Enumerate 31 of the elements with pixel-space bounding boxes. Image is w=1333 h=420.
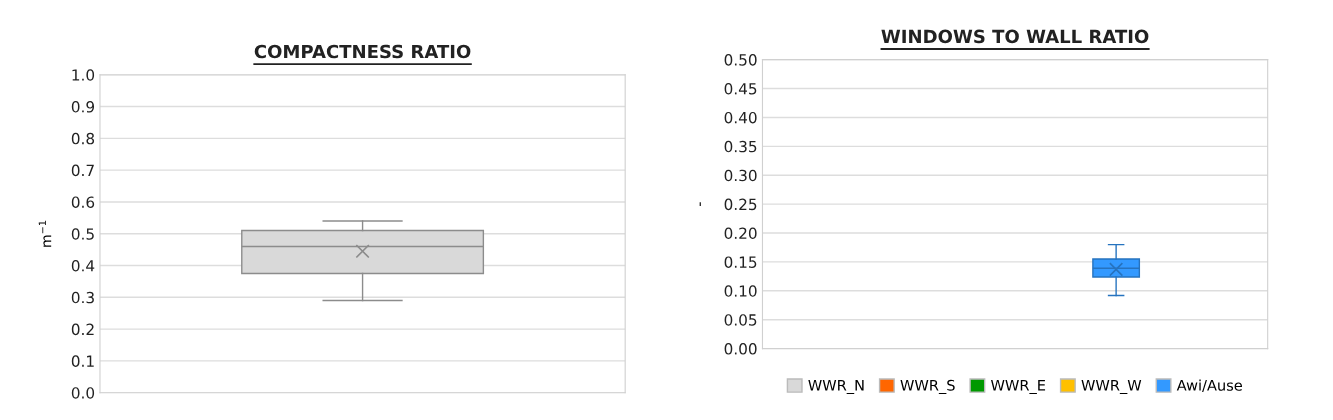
- y-tick-label: 0.25: [724, 198, 757, 211]
- y-tick-label: 0.00: [724, 343, 757, 355]
- y-axis-title: -: [699, 202, 701, 206]
- y-tick-label: 0.20: [724, 227, 757, 240]
- chart-title: WINDOWS TO WALL RATIO: [881, 29, 1149, 44]
- y-tick-label: 0.9: [71, 101, 95, 113]
- y-tick-label: 0.7: [71, 164, 94, 177]
- y-tick-label: 0.4: [71, 259, 95, 272]
- y-tick-label: 0.50: [724, 54, 757, 66]
- y-tick-label: 0.8: [71, 132, 95, 145]
- y-tick-label: 0.35: [724, 140, 757, 153]
- legend-label: WWR_S: [900, 379, 955, 395]
- y-tick-label: 0.1: [71, 355, 94, 367]
- y-tick-label: 0.40: [724, 111, 757, 124]
- y-tick-label: 0.0: [71, 387, 95, 399]
- legend-label: WWR_N: [808, 379, 864, 395]
- y-tick-label: 1.0: [72, 69, 95, 81]
- y-tick-label: 0.10: [724, 285, 757, 297]
- y-tick-label: 0.2: [71, 323, 94, 336]
- chart-title: COMPACTNESS RATIO: [254, 44, 471, 59]
- legend-label: WWR_E: [991, 379, 1046, 395]
- legend-label: WWR_W: [1081, 379, 1142, 395]
- y-axis-title: m$^{−1}$: [38, 220, 52, 247]
- y-tick-label: 0.3: [71, 291, 94, 304]
- y-tick-label: 0.6: [71, 196, 95, 208]
- y-tick-label: 0.5: [71, 228, 94, 240]
- y-tick-label: 0.05: [724, 314, 757, 326]
- y-tick-label: 0.45: [724, 83, 757, 95]
- y-tick-label: 0.30: [724, 169, 757, 182]
- y-tick-label: 0.15: [724, 256, 757, 268]
- legend-label: Awi/Ause: [1176, 379, 1242, 392]
